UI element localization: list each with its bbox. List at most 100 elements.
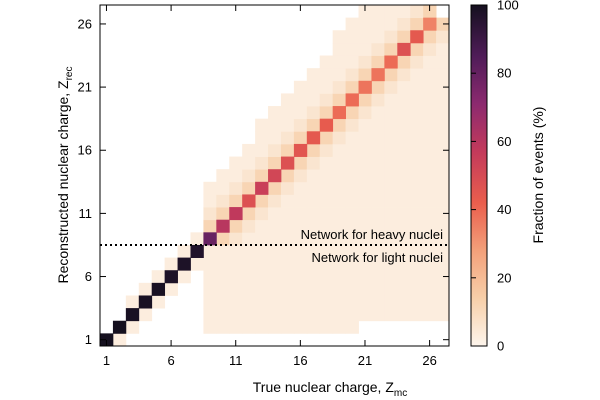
heatmap-cell (410, 282, 424, 296)
heatmap-cell (138, 282, 153, 296)
heatmap-cell-diagonal (255, 181, 269, 195)
heatmap-cell (319, 194, 334, 208)
heatmap-cell (268, 156, 282, 170)
colorbar-tick-label: 20 (497, 270, 511, 285)
heatmap-cell (436, 308, 449, 322)
heatmap-cell (203, 282, 217, 296)
heatmap-cell (384, 5, 398, 19)
heatmap-cell-diagonal (268, 169, 282, 183)
heatmap-cell (423, 156, 437, 170)
heatmap-cell (436, 42, 449, 56)
heatmap-cell (332, 169, 346, 183)
heatmap-cell (280, 143, 295, 157)
heatmap-cell (280, 219, 295, 233)
heatmap-cell (397, 270, 411, 284)
heatmap-cell (216, 308, 230, 322)
heatmap-cell (436, 194, 449, 208)
heatmap-cell-diagonal (410, 30, 424, 44)
heatmap-cell (410, 219, 424, 233)
heatmap-cell (229, 156, 243, 170)
heatmap-cell (242, 295, 256, 309)
heatmap-cell (242, 207, 256, 221)
heatmap-cell (229, 257, 243, 271)
heatmap-cell (203, 270, 217, 284)
heatmap-cell (319, 257, 334, 271)
heatmap-cell (332, 194, 346, 208)
heatmap-cell (345, 257, 359, 271)
heatmap-cell (319, 68, 334, 82)
heatmap-cell (306, 308, 321, 322)
heatmap-cell (436, 30, 449, 44)
heatmap-cell (319, 320, 334, 334)
heatmap-cell (332, 308, 346, 322)
heatmap-cell (423, 55, 437, 69)
heatmap-cell-diagonal (125, 308, 140, 322)
heatmap-cell (384, 232, 398, 246)
heatmap-cell (293, 181, 308, 195)
heatmap-cell (229, 181, 243, 195)
heatmap-cell (280, 308, 295, 322)
heatmap-cell (358, 219, 372, 233)
heatmap-cell (423, 219, 437, 233)
heatmap-cell-diagonal (397, 42, 411, 56)
heatmap-cell (436, 181, 449, 195)
heatmap-cell (410, 93, 424, 107)
heatmap-cell (397, 308, 411, 322)
heatmap-cell (384, 308, 398, 322)
heatmap-cell (332, 257, 346, 271)
heatmap-cell (216, 320, 230, 334)
heatmap-cell (203, 257, 217, 271)
heatmap-cell (358, 93, 372, 107)
heatmap-cell (345, 131, 359, 145)
colorbar (470, 4, 488, 347)
heatmap-cell (319, 308, 334, 322)
heatmap-cell (319, 207, 334, 221)
heatmap-cell (255, 219, 269, 233)
heatmap-cell (410, 118, 424, 132)
heatmap-cell (397, 118, 411, 132)
heatmap-cell (397, 244, 411, 258)
heatmap-cell (268, 143, 282, 157)
heatmap-cell (345, 270, 359, 284)
heatmap-cell (371, 207, 385, 221)
heatmap-cell (332, 320, 346, 334)
heatmap-cell (255, 156, 269, 170)
heatmap-cell (384, 30, 398, 44)
heatmap-cell-diagonal (293, 143, 308, 157)
heatmap-cell (371, 30, 385, 44)
heatmap-cell (436, 143, 449, 157)
heatmap-cell (268, 131, 282, 145)
heatmap-cell (345, 30, 359, 44)
heatmap-cell (358, 244, 372, 258)
heatmap-cell (371, 131, 385, 145)
heatmap-cell (397, 156, 411, 170)
heatmap-cell (410, 5, 424, 19)
heatmap-cell (203, 219, 217, 233)
heatmap-cell (306, 282, 321, 296)
colorbar-tick-label: 100 (497, 0, 519, 13)
heatmap-cell (164, 257, 178, 271)
heatmap-cell (423, 169, 437, 183)
heatmap-cell-diagonal (151, 282, 166, 296)
heatmap-cell (255, 232, 269, 246)
heatmap-cell (255, 270, 269, 284)
heatmap-cell (293, 93, 308, 107)
heatmap-cell (255, 131, 269, 145)
heatmap-cell (319, 106, 334, 120)
heatmap-cell (293, 308, 308, 322)
heatmap-cell (384, 181, 398, 195)
heatmap-cell (410, 68, 424, 82)
heatmap-cell (410, 232, 424, 246)
heatmap-cell (423, 80, 437, 94)
heatmap-cell (423, 207, 437, 221)
heatmap-cell (242, 320, 256, 334)
heatmap-cell (371, 80, 385, 94)
heatmap-cell (280, 181, 295, 195)
y-tick-label: 6 (85, 269, 92, 284)
heatmap-cell (177, 270, 191, 284)
heatmap-cell (332, 118, 346, 132)
heatmap-cell (280, 244, 295, 258)
colorbar-ticks: 0 20 40 60 80 100 (471, 0, 519, 354)
heatmap-cell (268, 194, 282, 208)
heatmap-cell (384, 118, 398, 132)
